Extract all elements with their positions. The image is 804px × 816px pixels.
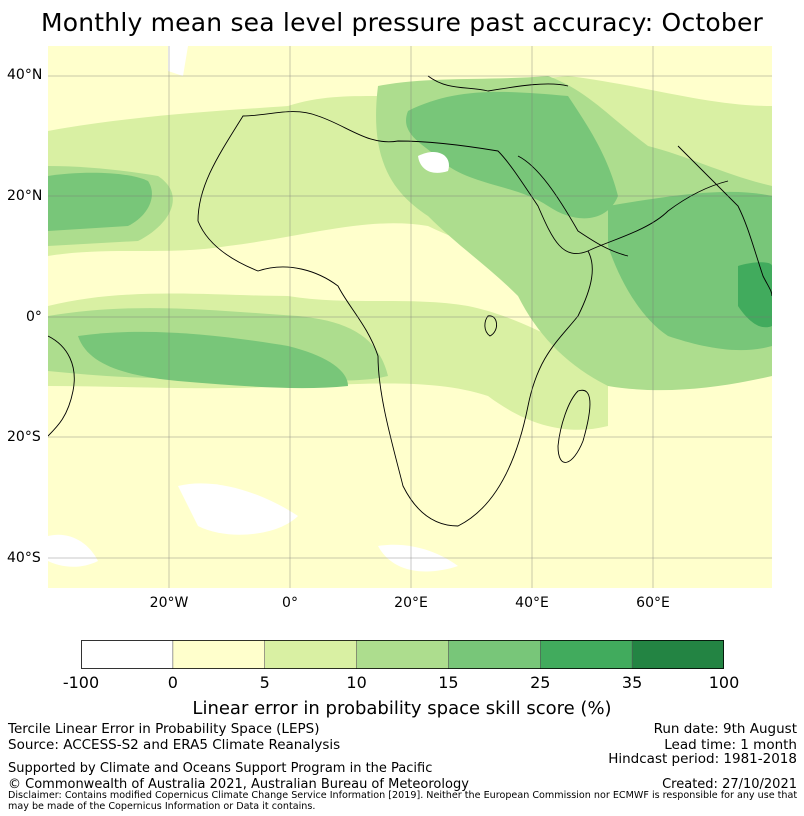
colorbar-tick-label: 15: [438, 673, 459, 692]
coastlines: [48, 75, 772, 527]
colorbar-swatch: [448, 640, 541, 669]
mediterranean-coastline: [427, 75, 569, 92]
lon-label-20e: 20°E: [394, 595, 428, 611]
region-white-5: [48, 534, 98, 567]
colorbar-label: Linear error in probability space skill …: [192, 698, 612, 719]
lake-victoria-coastline: [484, 315, 497, 337]
colorbar-tick-label: 35: [621, 673, 643, 692]
lon-label-20w: 20°W: [149, 595, 189, 611]
colorbar-swatch: [81, 640, 174, 669]
colorbar-tick-label: -100: [62, 673, 100, 692]
colorbar: [81, 640, 724, 669]
region-level-25-north: [406, 91, 618, 219]
africa-coastline: [197, 111, 593, 527]
footer-disclaimer: Disclaimer: Contains modified Copernicus…: [8, 790, 798, 812]
region-level-25-west: [48, 172, 152, 231]
colorbar-tick-label: 5: [259, 673, 270, 692]
footer-run-date: Run date: 9th August: [653, 721, 797, 737]
footer-created: Created: 27/10/2021: [662, 777, 797, 792]
arabia-coastline: [587, 180, 729, 252]
colorbar-swatch: [632, 640, 724, 669]
region-level-25-atlantic: [78, 331, 348, 389]
lat-label-20s: 20°S: [7, 429, 41, 445]
region-white-2: [418, 151, 449, 173]
lat-label-40s: 40°S: [7, 550, 41, 566]
india-coastline: [677, 145, 772, 297]
footer-lead-time: Lead time: 1 month: [664, 737, 797, 753]
colorbar-tick-label: 10: [346, 673, 367, 692]
footer-support: Supported by Climate and Oceans Support …: [8, 761, 433, 776]
lon-label-60e: 60°E: [636, 595, 670, 611]
gridlines: [48, 46, 772, 588]
colorbar-canvas: [81, 640, 724, 669]
colorbar-swatch: [172, 640, 266, 669]
colorbar-border: [81, 640, 724, 669]
lat-label-40n: 40°N: [7, 67, 43, 83]
region-white-1: [168, 46, 188, 76]
footer-source: Source: ACCESS-S2 and ERA5 Climate Reana…: [8, 737, 341, 753]
lat-label-20n: 20°N: [7, 188, 43, 204]
red-sea-coastline: [517, 155, 629, 257]
lat-label-0: 0°: [26, 309, 42, 325]
footer-method: Tercile Linear Error in Probability Spac…: [8, 721, 320, 737]
colorbar-tick-label: 0: [167, 673, 178, 692]
region-white-3: [178, 483, 298, 535]
colorbar-swatch: [540, 640, 633, 669]
region-level-25-indian: [608, 191, 772, 351]
region-level-35: [738, 262, 772, 328]
south-america-coastline: [48, 335, 75, 437]
colorbar-tick-label: 100: [708, 673, 740, 692]
lon-label-0: 0°: [282, 595, 298, 611]
map-canvas: [48, 46, 772, 588]
madagascar-coastline: [557, 389, 591, 463]
footer-copyright: © Commonwealth of Australia 2021, Austra…: [8, 777, 469, 792]
skill-score-map: [48, 46, 772, 588]
colorbar-tick-label: 25: [530, 673, 551, 692]
colorbar-swatch: [356, 640, 449, 669]
map-title: Monthly mean sea level pressure past acc…: [40, 8, 764, 37]
colorbar-swatch: [264, 640, 358, 669]
footer-hindcast: Hindcast period: 1981-2018: [608, 751, 797, 767]
lon-label-40e: 40°E: [515, 595, 549, 611]
